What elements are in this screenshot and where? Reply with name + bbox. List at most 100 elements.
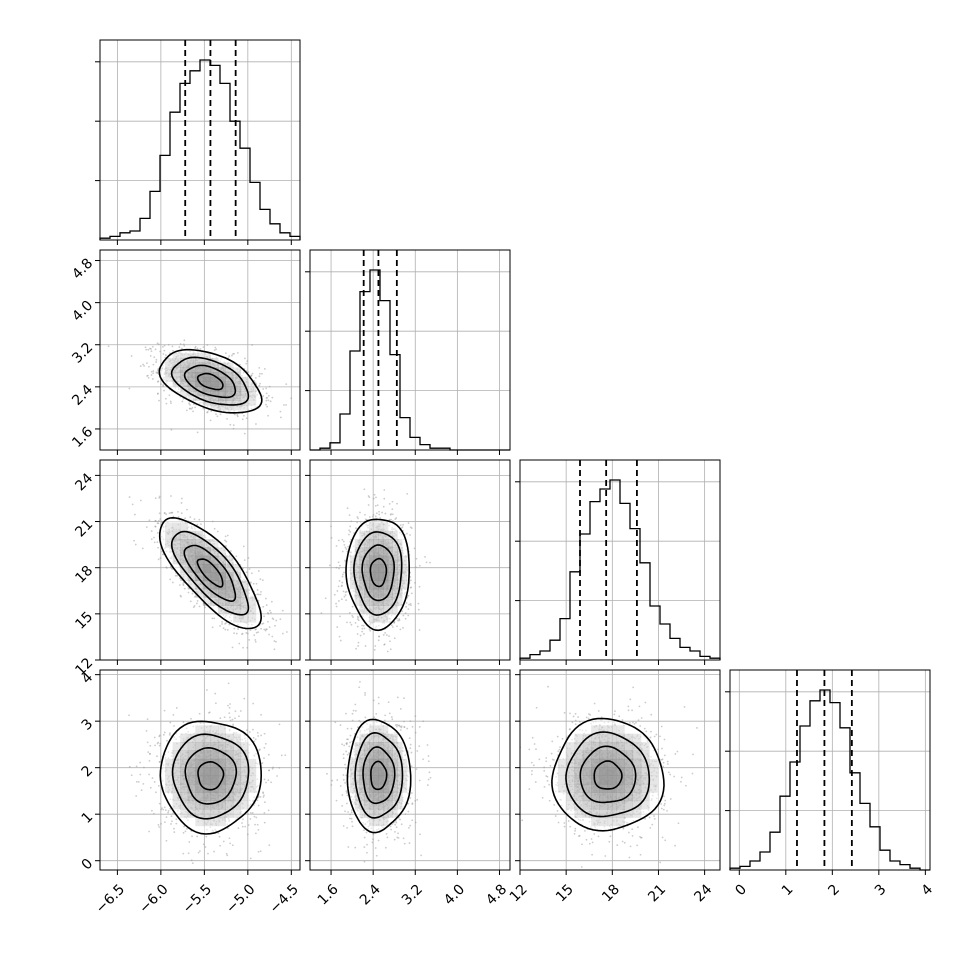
scatter-point	[202, 602, 205, 605]
scatter-point	[245, 362, 248, 365]
scatter-point	[255, 423, 257, 425]
scatter-point	[384, 632, 387, 634]
scatter-point	[144, 346, 147, 349]
scatter-point	[155, 361, 158, 363]
scatter-point	[179, 594, 182, 597]
panel-frame	[99, 249, 301, 451]
scatter-point	[246, 646, 249, 649]
scatter-point	[163, 512, 166, 515]
scatter-point	[133, 539, 135, 542]
scatter-point	[230, 550, 232, 552]
scatter-point	[285, 631, 288, 633]
scatter-point	[351, 605, 354, 608]
scatter-point	[143, 365, 146, 367]
scatter-point	[152, 370, 155, 372]
scatter-point	[198, 605, 201, 608]
scatter-point	[191, 406, 194, 409]
panel-content	[100, 250, 300, 450]
scatter-point	[180, 347, 183, 350]
scatter-point	[161, 553, 164, 556]
scatter-point	[165, 397, 167, 400]
scatter-point	[417, 602, 420, 605]
scatter-point	[165, 354, 167, 357]
scatter-point	[338, 635, 341, 638]
scatter-point	[362, 624, 365, 627]
scatter-point	[405, 605, 407, 608]
scatter-point	[269, 609, 271, 612]
scatter-point	[389, 640, 391, 643]
scatter-point	[162, 733, 165, 736]
scatter-point	[264, 629, 267, 632]
scatter-point	[159, 557, 162, 559]
scatter-point	[199, 348, 202, 350]
scatter-point	[155, 371, 158, 374]
scatter-point	[139, 499, 142, 502]
scatter-point	[168, 394, 171, 397]
scatter-point	[425, 561, 428, 564]
contour-line	[183, 364, 237, 399]
scatter-point	[194, 345, 197, 348]
scatter-point	[342, 590, 345, 593]
scatter-point	[135, 765, 138, 768]
scatter-point	[406, 492, 409, 495]
scatter-point	[172, 349, 174, 352]
scatter-point	[156, 522, 159, 525]
scatter-point	[389, 648, 392, 651]
scatter-point	[271, 635, 274, 638]
scatter-point	[135, 795, 138, 797]
scatter-point	[257, 570, 260, 572]
panel-content	[100, 670, 300, 870]
scatter-point	[260, 627, 262, 630]
scatter-point	[156, 371, 159, 374]
scatter-point	[196, 523, 199, 526]
scatter-point	[336, 626, 339, 628]
scatter-point	[345, 590, 348, 593]
scatter-point	[256, 799, 259, 802]
scatter-point	[393, 621, 396, 624]
scatter-point	[356, 633, 359, 635]
scatter-point	[251, 344, 254, 346]
scatter-point	[341, 573, 344, 576]
scatter-point	[182, 583, 185, 585]
scatter-point	[388, 661, 390, 663]
scatter-point	[156, 393, 159, 395]
scatter-point	[204, 846, 207, 848]
scatter-point	[349, 540, 352, 543]
scatter-point	[404, 612, 407, 615]
scatter-point	[382, 505, 385, 508]
scatter-point	[268, 633, 270, 636]
scatter-point	[206, 689, 208, 691]
scatter-point	[429, 561, 431, 564]
scatter-point	[150, 370, 153, 373]
scatter-point	[337, 600, 340, 602]
scatter-point	[349, 525, 352, 528]
scatter-point	[383, 497, 386, 500]
scatter-point	[153, 536, 155, 539]
scatter-point	[262, 395, 265, 397]
scatter-point	[219, 844, 222, 847]
scatter-point	[364, 645, 367, 647]
scatter-point	[145, 729, 148, 732]
panel-content	[310, 460, 510, 663]
scatter-point	[263, 368, 266, 370]
scatter-point	[162, 385, 165, 388]
scatter-point	[347, 545, 350, 548]
scatter-point	[235, 632, 238, 635]
scatter-point	[263, 615, 265, 618]
scatter-point	[369, 629, 372, 632]
scatter-point	[171, 581, 174, 584]
scatter-point	[363, 488, 366, 491]
scatter-point	[352, 616, 354, 618]
contour-line	[170, 530, 250, 616]
scatter-point	[189, 407, 191, 410]
scatter-point	[348, 533, 350, 536]
scatter-point	[351, 614, 354, 617]
scatter-point	[219, 413, 222, 416]
scatter-point	[264, 742, 267, 745]
scatter-point	[356, 615, 359, 618]
contour-line	[361, 544, 396, 602]
scatter-point	[266, 396, 269, 399]
scatter-point	[275, 640, 277, 643]
scatter-point	[279, 410, 282, 413]
scatter-point	[156, 380, 159, 383]
